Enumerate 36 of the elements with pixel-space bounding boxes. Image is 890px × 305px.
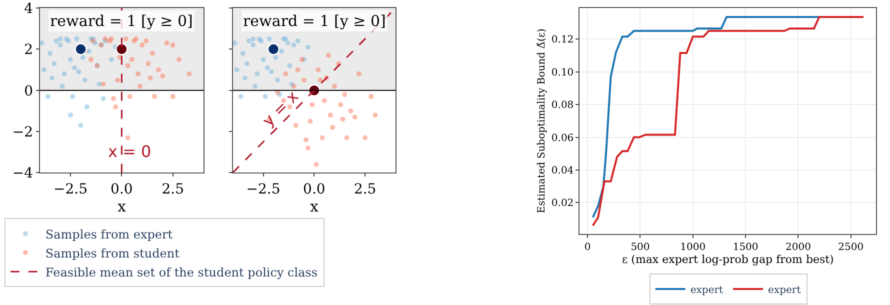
y-tick-label: −4 — [12, 166, 34, 182]
x-tick-label: −2.5 — [246, 182, 280, 198]
y-axis-title: Estimated Suboptimality Bound Δ̂(ε) — [536, 28, 548, 214]
legend-label: expert — [690, 284, 724, 296]
legend-label: Samples from expert — [45, 227, 173, 242]
x-tick-label: 0.0 — [303, 182, 326, 198]
x-tick-label: 2000 — [785, 242, 811, 253]
x-axis-title: ε (max expert log-prob gap from best) — [622, 252, 834, 266]
band-label: reward = 1 [y ≥ 0] — [50, 12, 193, 30]
y-tick-label: 2 — [24, 42, 34, 58]
x-tick-label: 2.5 — [162, 182, 184, 198]
x-tick-label: 1500 — [732, 242, 758, 253]
y-tick-label: 0.04 — [551, 165, 574, 176]
x-tick-label: 0 — [584, 242, 591, 253]
y-tick-label: 0.08 — [551, 100, 574, 112]
x-axis-title: x — [117, 198, 126, 216]
x-tick-label: 0.0 — [110, 182, 133, 198]
y-tick-label: 0.02 — [551, 198, 574, 210]
legend-label: Feasible mean set of the student policy class — [45, 265, 318, 280]
annotation: x = 0 — [108, 142, 152, 161]
x-axis-title: x — [310, 198, 319, 216]
band-label: reward = 1 [y ≥ 0] — [243, 12, 386, 30]
x-tick-label: 500 — [630, 242, 650, 253]
y-tick-label: 0.06 — [551, 132, 574, 144]
y-tick-label: 0.10 — [551, 67, 574, 78]
x-tick-label: 2.5 — [354, 182, 376, 198]
y-tick-label: 4 — [24, 0, 34, 17]
legend-label: expert — [768, 284, 801, 296]
x-tick-label: −2.5 — [54, 182, 88, 198]
annotation: y = x — [258, 86, 302, 130]
y-tick-label: 0 — [24, 83, 34, 100]
legend-label: Samples from student — [45, 246, 180, 260]
x-tick-label: 2500 — [838, 242, 864, 253]
y-tick-label: 0.12 — [551, 34, 574, 46]
x-tick-label: 1000 — [680, 242, 706, 253]
y-tick-label: −2 — [12, 124, 34, 140]
